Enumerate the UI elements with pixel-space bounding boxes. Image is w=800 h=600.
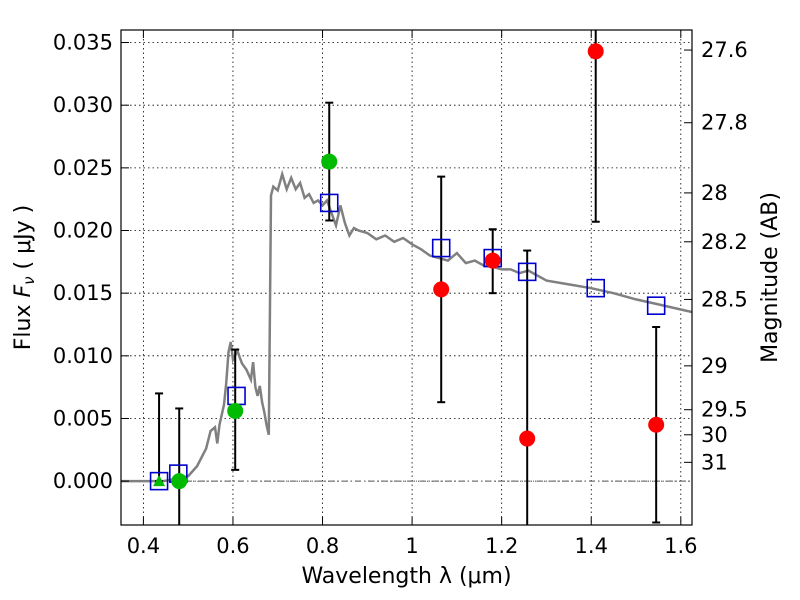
- right-tick-label: 30: [701, 423, 728, 447]
- right-tick-label: 28.5: [701, 287, 748, 311]
- y-axis-label: Flux Fν ( μJy ): [11, 205, 38, 350]
- y-axis-label-variable: F: [11, 284, 36, 297]
- right-tick-label: 27.8: [701, 111, 748, 135]
- right-axis-label: Magnitude (AB): [758, 192, 783, 363]
- y-tick-label: 0.030: [53, 93, 113, 117]
- y-tick-label: 0.035: [53, 31, 113, 55]
- y-tick-label: 0.020: [53, 219, 113, 243]
- grid: [121, 30, 692, 525]
- right-tick-label: 31: [701, 450, 728, 474]
- low-significance-point: [484, 252, 501, 269]
- right-tick-label: 28.2: [701, 230, 748, 254]
- model-photometry-square: [646, 296, 666, 315]
- low-significance-point: [648, 416, 665, 433]
- x-tick-label: 1.6: [664, 534, 697, 558]
- x-tick-label: 1.2: [485, 534, 518, 558]
- x-tick-label: 1: [405, 534, 418, 558]
- model-photometry-square: [149, 471, 169, 491]
- right-tick-label: 29: [701, 354, 728, 378]
- upper-limit-triangle: [153, 475, 166, 487]
- x-tick-label: 0.4: [127, 534, 160, 558]
- series: [121, 30, 692, 525]
- model-photometry-square: [319, 193, 339, 213]
- low-significance-point: [519, 430, 536, 447]
- detections-point: [171, 473, 188, 490]
- low-significance-point: [587, 43, 604, 60]
- y-tick-label: 0.025: [53, 156, 113, 180]
- model-photometry-square: [227, 386, 246, 406]
- x-tick-label: 0.8: [306, 534, 339, 558]
- y-tick-label: 0.010: [53, 344, 113, 368]
- model-photometry-square: [517, 262, 537, 282]
- right-tick-label: 28: [701, 181, 728, 205]
- detections-point: [321, 153, 338, 170]
- x-tick-label: 1.4: [575, 534, 608, 558]
- y-axis-label-prefix: Flux: [11, 297, 36, 350]
- model-spectrum-line: [121, 169, 692, 483]
- y-axis-label-subscript: ν: [20, 276, 38, 284]
- x-tick-label: 0.6: [216, 534, 249, 558]
- y-tick-label: 0.000: [53, 469, 113, 493]
- low-significance-point: [433, 281, 450, 298]
- right-tick-label: 27.6: [701, 38, 748, 62]
- plot-frame: [120, 29, 693, 526]
- detections-point: [227, 402, 244, 419]
- axis-ticks: 0.4 0.6 0.8 1 1.2 1.4 1.6 0.000 0.005 0.010 0.015 0…: [53, 30, 748, 558]
- y-axis-label-unit: ( μJy ): [11, 205, 36, 277]
- right-tick-label: 29.5: [701, 398, 748, 422]
- y-tick-label: 0.015: [53, 281, 113, 305]
- x-axis-label: Wavelength λ (μm): [301, 564, 511, 589]
- model-photometry-square: [431, 238, 451, 258]
- y-tick-label: 0.005: [53, 406, 113, 430]
- model-photometry-square: [586, 278, 606, 298]
